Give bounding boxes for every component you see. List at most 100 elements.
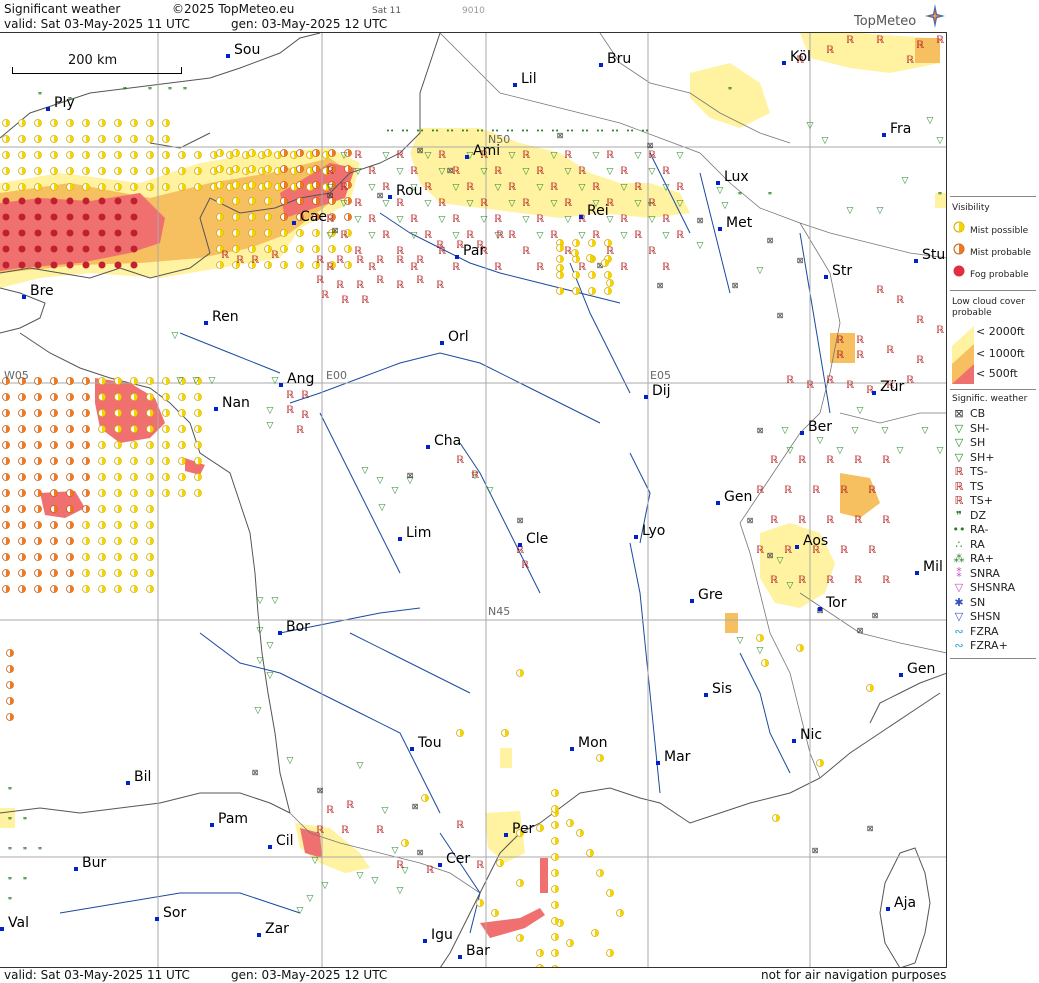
scale-line (12, 67, 182, 74)
city-label: Dij (644, 383, 671, 399)
topmeteo-logo: TopMeteo (854, 14, 917, 29)
svg-text:ℝ: ℝ (812, 545, 820, 556)
svg-text:ℝ: ℝ (662, 166, 670, 177)
svg-text:ℝ: ℝ (564, 198, 572, 209)
fog-probable-icon (952, 265, 966, 281)
svg-text:ℝ: ℝ (826, 45, 834, 56)
svg-text:▽: ▽ (322, 881, 329, 891)
svg-text:▽: ▽ (902, 176, 909, 186)
mist-probable-icon (952, 243, 966, 259)
svg-text:▽: ▽ (177, 376, 184, 386)
svg-text:▽: ▽ (757, 646, 764, 656)
svg-text:ℝ: ℝ (578, 262, 586, 273)
weather-map[interactable]: ▽ ℝ ▽ ℝ ▽ ℝ ▽ ℝ ▽ ℝ ▽ ℝ ▽ ℝ ▽ ℝ ▽ ℝ ▽ ℝ ▽ ℝ ▽ ℝ ▽ ℝ ▽ ℝ ▽ ℝ ▽ ℝ ▽ ℝ ▽ ℝ ▽ ℝ ▽ ℝ… (0, 32, 947, 968)
svg-text:ℝ: ℝ (886, 345, 894, 356)
svg-text:▽: ▽ (551, 151, 558, 161)
svg-text:▽: ▽ (327, 183, 334, 193)
svg-text:⊠: ⊠ (767, 551, 774, 560)
svg-text:▽: ▽ (621, 183, 628, 193)
svg-text:ℝ: ℝ (341, 825, 349, 836)
svg-text:▽: ▽ (852, 426, 859, 436)
svg-text:▽: ▽ (362, 466, 369, 476)
map-title: Significant weather (4, 2, 121, 16)
svg-text:ℝ: ℝ (452, 214, 460, 225)
svg-text:ℝ: ℝ (916, 355, 924, 366)
svg-text:ℝ: ℝ (662, 262, 670, 273)
mist-possible-icon (952, 221, 966, 237)
legend-shower: ▽ SH (952, 436, 986, 450)
svg-text:▽: ▽ (565, 215, 572, 225)
svg-text:ℝ: ℝ (410, 214, 418, 225)
low-cloud-area-stuttgart (935, 193, 946, 208)
svg-text:••: •• (611, 127, 619, 135)
svg-text:ℝ: ℝ (798, 575, 806, 586)
svg-text:ℝ: ℝ (522, 198, 530, 209)
low-cloud-area-catalonia (540, 858, 548, 893)
scale-label: 200 km (68, 53, 118, 68)
svg-text:ℝ: ℝ (606, 246, 614, 257)
grid-label-n45: N45 (488, 605, 511, 618)
svg-text:ℝ: ℝ (798, 515, 806, 526)
svg-text:ℝ: ℝ (896, 295, 904, 306)
svg-text:⊠: ⊠ (447, 166, 454, 175)
svg-text:▽: ▽ (357, 761, 364, 771)
low-cloud-area-biscay (95, 378, 165, 443)
svg-text:▽: ▽ (369, 183, 376, 193)
svg-text:ℝ: ℝ (456, 240, 464, 251)
valid-time: valid: Sat 03-May-2025 11 UTC (4, 17, 190, 31)
svg-text:▽: ▽ (807, 121, 814, 131)
city-label: Cil (268, 833, 294, 849)
svg-text:❞: ❞ (38, 91, 42, 100)
svg-text:ℝ: ℝ (662, 214, 670, 225)
city-label: Cae (292, 209, 327, 225)
low-cloud-area-north (410, 128, 690, 218)
svg-text:❞: ❞ (183, 86, 187, 95)
svg-text:ℝ: ℝ (634, 182, 642, 193)
svg-text:▽: ▽ (392, 846, 399, 856)
svg-text:▽: ▽ (487, 486, 494, 496)
svg-text:▽: ▽ (372, 876, 379, 886)
legend-fog-probable: Fog probable (952, 265, 1029, 281)
svg-text:❞: ❞ (728, 86, 732, 95)
svg-text:ℝ: ℝ (416, 275, 424, 286)
svg-text:ℝ: ℝ (236, 255, 244, 266)
svg-text:••: •• (476, 127, 484, 135)
svg-text:⊠: ⊠ (647, 141, 654, 150)
svg-text:ℝ: ℝ (786, 375, 794, 386)
svg-text:⊠: ⊠ (407, 471, 414, 480)
city-label: Bur (74, 855, 106, 871)
svg-text:▽: ▽ (847, 206, 854, 216)
svg-text:ℝ: ℝ (620, 214, 628, 225)
logo-star-icon (925, 4, 945, 28)
city-label: Tou (410, 735, 442, 751)
svg-text:ℝ: ℝ (286, 390, 294, 401)
city-label: Orl (440, 329, 469, 345)
svg-text:ℝ: ℝ (770, 455, 778, 466)
svg-text:❞: ❞ (68, 96, 72, 105)
svg-text:ℝ: ℝ (316, 275, 324, 286)
svg-text:⊠: ⊠ (327, 191, 334, 200)
svg-text:ℝ: ℝ (426, 865, 434, 876)
svg-text:••: •• (581, 127, 589, 135)
country-borders (289, 33, 946, 894)
svg-text:⊠: ⊠ (252, 768, 259, 777)
city-label: Bar (458, 943, 490, 959)
svg-text:▽: ▽ (717, 186, 724, 196)
svg-text:▽: ▽ (411, 231, 418, 241)
low-cloud-area-koln-core (915, 38, 940, 63)
grid-label-e00: E00 (326, 369, 347, 382)
svg-text:▽: ▽ (257, 656, 264, 666)
low-cloud-area-swiss (840, 473, 880, 518)
svg-text:••: •• (431, 127, 439, 135)
city-label: Cer (438, 851, 470, 867)
svg-text:▽: ▽ (822, 136, 829, 146)
svg-text:▽: ▽ (777, 556, 784, 566)
svg-text:ℝ: ℝ (476, 860, 484, 871)
city-label: Str (824, 263, 852, 279)
footer-valid-time: valid: Sat 03-May-2025 11 UTC (4, 968, 190, 982)
drizzle-icon: ❞ (956, 508, 962, 522)
rain-icon: ∴ (955, 537, 963, 551)
svg-text:••: •• (446, 127, 454, 135)
svg-text:ℝ: ℝ (882, 515, 890, 526)
city-label: Mon (570, 735, 608, 751)
